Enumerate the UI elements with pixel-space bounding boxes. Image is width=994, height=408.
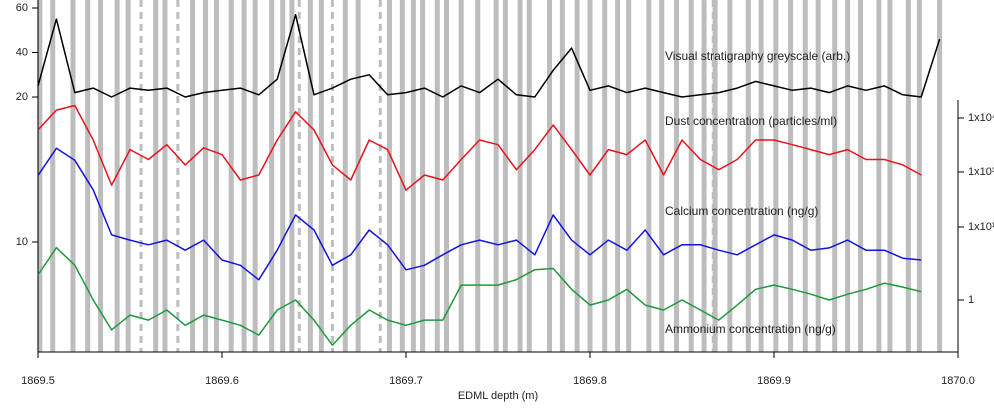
layer-boundary	[773, 0, 779, 352]
layer-boundary	[280, 0, 286, 352]
layer-boundary	[815, 0, 821, 352]
layer-boundary	[646, 0, 652, 352]
y-tick-label: 1x10¹	[968, 221, 994, 233]
layer-boundary	[434, 0, 440, 352]
layer-boundary	[659, 0, 665, 352]
series-line	[37, 104, 922, 191]
layer-boundary	[887, 0, 893, 352]
x-tick-label: 1869.7	[389, 375, 423, 387]
y-tick-label: 1x10⁴	[968, 112, 994, 124]
layer-boundary	[241, 0, 247, 352]
layer-boundary	[307, 0, 313, 352]
layer-boundary	[50, 0, 56, 352]
layer-boundary	[228, 0, 234, 352]
layer-boundary	[937, 0, 943, 352]
layer-boundary	[745, 0, 751, 352]
layer-boundary	[125, 0, 131, 352]
layer-boundary	[832, 0, 838, 352]
layer-boundary	[526, 0, 532, 352]
layer-boundary	[845, 0, 851, 352]
layer-boundary	[289, 0, 295, 352]
series-line	[37, 147, 922, 281]
x-tick-label: 1869.6	[205, 375, 239, 387]
layer-boundary	[587, 0, 593, 352]
series-line	[37, 13, 941, 98]
layer-boundary	[574, 0, 580, 352]
layer-boundary	[70, 0, 76, 352]
layer-boundary	[876, 0, 882, 352]
series-label: Calcium concentration (ng/g)	[665, 204, 818, 218]
layer-boundary	[688, 0, 694, 352]
x-tick-label: 1870.0	[941, 375, 975, 387]
layer-boundary	[701, 0, 707, 352]
layer-boundary	[712, 0, 718, 352]
layer-boundary	[153, 0, 159, 352]
layer-boundary	[85, 0, 91, 352]
layer-boundary	[458, 0, 464, 352]
layer-boundary	[213, 0, 219, 352]
layer-boundary	[758, 0, 764, 352]
layer-boundary	[269, 0, 275, 352]
layer-boundary	[493, 0, 499, 352]
layer-boundary	[502, 0, 508, 352]
y-tick-label: 1	[968, 294, 974, 306]
layer-boundary	[355, 0, 361, 352]
layer-boundary	[559, 0, 565, 352]
layer-boundary	[602, 0, 608, 352]
layer-boundary	[673, 0, 679, 352]
x-axis-label: EDML depth (m)	[458, 390, 538, 402]
layer-boundary	[727, 0, 733, 352]
y-tick-label: 1x10³	[968, 166, 994, 178]
series-label: Visual stratigraphy greyscale (arb.)	[665, 49, 850, 63]
layer-boundary	[916, 0, 922, 352]
y-tick-label: 20	[16, 91, 28, 103]
layer-boundary	[547, 0, 553, 352]
layer-boundary	[202, 0, 208, 352]
x-tick-label: 1869.8	[573, 375, 607, 387]
x-tick-label: 1869.9	[757, 375, 791, 387]
layer-boundary	[788, 0, 794, 352]
layer-boundary	[857, 0, 863, 352]
x-tick-label: 1869.5	[21, 375, 55, 387]
layer-boundary	[190, 0, 196, 352]
y-tick-label: 10	[16, 236, 28, 248]
series-label: Dust concentration (particles/ml)	[665, 114, 837, 128]
layer-boundary	[475, 0, 481, 352]
layer-boundary	[318, 0, 324, 352]
layer-boundary	[626, 0, 632, 352]
layer-boundary	[386, 0, 392, 352]
layer-boundary	[399, 0, 405, 352]
layer-boundary	[162, 0, 168, 352]
layer-boundary	[410, 0, 416, 352]
layer-boundary	[615, 0, 621, 352]
y-tick-label: 60	[16, 2, 28, 14]
layer-boundary	[98, 0, 104, 352]
layer-boundary	[517, 0, 523, 352]
layer-boundary	[37, 0, 43, 352]
series-label: Ammonium concentration (ng/g)	[665, 322, 836, 336]
layer-boundary	[905, 0, 911, 352]
layer-boundary	[802, 0, 808, 352]
series-line	[37, 246, 922, 346]
y-tick-label: 40	[16, 46, 28, 58]
